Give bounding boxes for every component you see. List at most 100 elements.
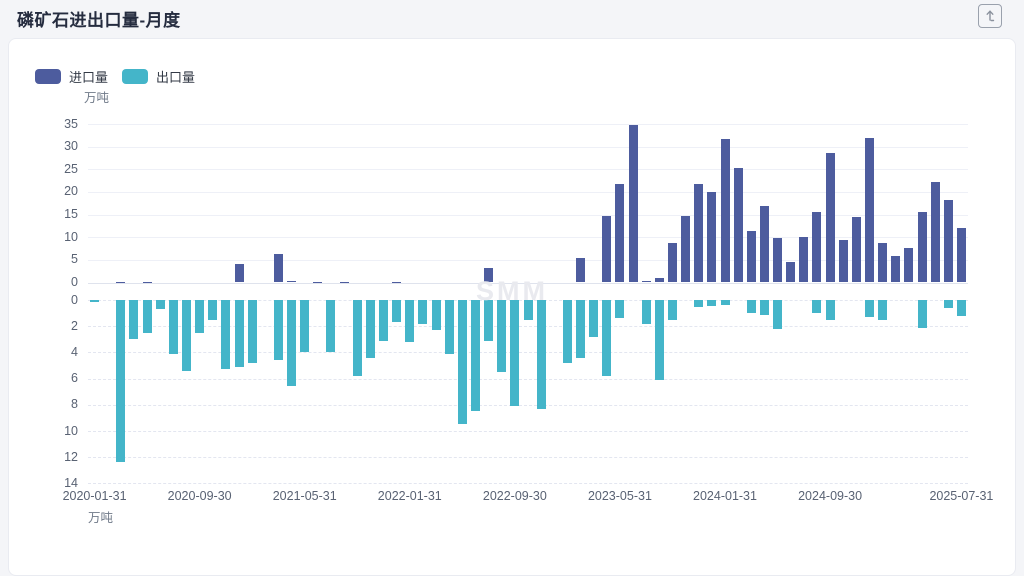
upper-gridline-20 [88,191,968,193]
export-bar-2024-03-31 [746,300,756,314]
upper-gridline-25 [88,169,968,171]
legend-item-exports[interactable]: 出口量 [122,67,195,86]
export-bar-2022-05-31 [457,300,467,425]
export-bar-2020-09-30 [195,300,205,333]
import-bar-2024-03-31 [746,230,756,283]
export-bar-2021-07-31 [326,300,336,353]
upper-y-tick-20: 20 [64,184,78,199]
upper-gridline-5 [88,259,968,261]
export-bar-2021-11-30 [379,300,389,341]
lower-gridline-14 [88,483,968,485]
import-bar-2025-05-31 [930,181,940,283]
export-bar-2021-05-31 [300,300,310,353]
import-bar-2023-04-30 [602,216,612,283]
import-bar-2025-01-31 [878,242,888,283]
upper-gridline-10 [88,237,968,239]
import-bar-2025-02-28 [891,256,901,283]
export-bar-2020-12-31 [234,300,244,367]
export-bar-2023-08-31 [654,300,664,380]
lower-y-tick-10: 10 [64,423,78,438]
page-title: 磷矿石进出口量-月度 [17,11,181,30]
import-bar-2024-10-31 [838,240,848,283]
export-bar-2020-01-31 [90,300,100,302]
export-bar-2024-12-31 [864,300,874,318]
import-bar-2024-09-30 [825,153,835,283]
x-tick-2024-09-30: 2024-09-30 [798,489,863,503]
upper-y-tick-10: 10 [64,229,78,244]
upper-gridline-30 [88,146,968,148]
lower-gridline-2 [88,326,968,328]
import-bar-2025-03-31 [904,247,914,283]
import-bar-2021-08-31 [339,281,349,283]
watermark: SMM [476,276,548,306]
chart-legend: 进口量 出口量 [35,67,195,86]
import-bar-2024-06-30 [786,262,796,283]
import-bar-2023-08-31 [654,278,664,283]
import-bar-2020-03-31 [116,281,126,283]
import-bar-2025-07-31 [956,227,966,283]
export-bar-2022-10-31 [523,300,533,320]
export-bar-2022-09-30 [510,300,520,407]
export-bar-2023-05-31 [615,300,625,319]
import-bar-2023-10-31 [681,216,691,283]
lower-y-tick-2: 2 [71,318,78,333]
legend-swatch-exports [122,69,149,84]
import-bar-2021-12-31 [392,281,402,283]
import-bar-2021-04-30 [287,281,297,283]
upper-gridline-15 [88,214,968,216]
import-bar-2024-02-29 [733,168,743,283]
export-bar-2022-08-31 [497,300,507,373]
import-bar-2023-06-30 [628,124,638,283]
lower-y-tick-4: 4 [71,344,78,359]
upper-gridline-35 [88,124,968,125]
export-bar-2024-05-31 [773,300,783,329]
legend-item-imports[interactable]: 进口量 [35,67,108,86]
export-bar-2021-12-31 [392,300,402,323]
lower-y-tick-8: 8 [71,397,78,412]
upper-y-tick-25: 25 [64,161,78,176]
legend-label-exports: 出口量 [156,70,196,85]
upper-y-tick-15: 15 [64,207,78,222]
import-bar-2024-12-31 [864,138,874,283]
lower-y-tick-14: 14 [64,475,78,490]
import-bar-2021-06-30 [313,281,323,283]
export-bar-2020-06-30 [155,300,165,310]
export-bar-2023-11-30 [694,300,704,307]
y-axis-unit-top: 万吨 [84,91,110,105]
export-bar-2024-04-30 [759,300,769,316]
legend-swatch-imports [35,69,61,84]
export-bar-2021-04-30 [287,300,297,387]
upper-y-tick-35: 35 [64,116,78,131]
import-bar-2023-11-30 [694,183,704,283]
x-tick-2020-09-30: 2020-09-30 [167,489,232,503]
import-bar-2024-01-31 [720,138,730,283]
lower-y-tick-0: 0 [71,292,78,307]
export-bar-2021-03-31 [273,300,283,361]
export-bar-2020-10-31 [208,300,218,320]
import-bar-2024-11-30 [851,216,861,283]
upper-gridline-0 [88,282,968,284]
export-bar-2020-11-30 [221,300,231,370]
legend-label-imports: 进口量 [69,70,109,85]
import-bar-2022-07-31 [484,267,494,283]
export-bar-2023-04-30 [602,300,612,376]
import-bar-2021-03-31 [273,253,283,283]
export-bar-2025-01-31 [878,300,888,320]
export-bar-2022-01-31 [405,300,415,342]
export-bar-2024-08-31 [812,300,822,314]
import-bar-2025-06-30 [943,199,953,283]
export-button[interactable] [978,4,1002,28]
x-tick-2022-09-30: 2022-09-30 [482,489,547,503]
export-bar-2023-02-28 [576,300,586,358]
export-bar-2023-12-31 [707,300,717,306]
export-bar-2021-10-31 [365,300,375,358]
export-bar-2020-05-31 [142,300,152,333]
import-bar-2023-02-28 [576,257,586,283]
lower-gridline-8 [88,404,968,406]
x-tick-2024-01-31: 2024-01-31 [693,489,757,503]
export-bar-2024-01-31 [720,300,730,306]
import-bar-2023-05-31 [615,184,625,283]
export-bar-2023-07-31 [641,300,651,324]
import-bar-2024-05-31 [773,237,783,283]
export-bar-2020-04-30 [129,300,139,340]
